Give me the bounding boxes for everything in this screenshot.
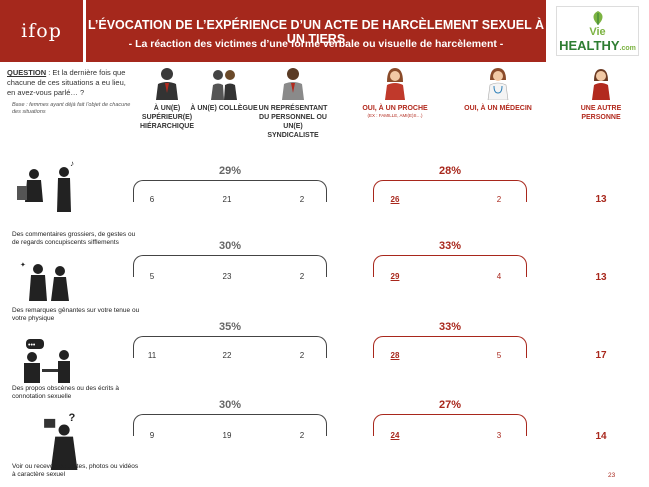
private-bracket-1 [373,180,527,202]
column-other: UNE AUTRE PERSONNE [566,66,636,122]
page-number: 23 [608,472,616,479]
page-subtitle: - La réaction des victimes d’une forme v… [128,38,504,50]
value-other-3: 17 [595,350,607,361]
viehealthy-logo: Vie HEALTHY.com [556,6,639,56]
value-superior-1: 6 [149,195,155,204]
value-superior-3: 11 [147,351,157,360]
work-bracket-3 [133,336,327,358]
svg-text:✦: ✦ [20,261,26,269]
viehealthy-logo-line1: Vie [589,25,606,38]
value-colleague-4: 19 [222,431,232,440]
value-doctor-3: 5 [496,351,502,360]
private-total-2: 33% [438,240,462,252]
leaf-icon [593,10,602,25]
column-superior-label: À UN(E) SUPÉRIEUR(E) HIÉRARCHIQUE [139,105,195,130]
private-bracket-2 [373,255,527,277]
value-representative-3: 2 [299,351,305,360]
work-total-4: 30% [218,399,242,411]
header-band [86,0,546,62]
page-title: L’ÉVOCATION DE L’EXPÉRIENCE D’UN ACTE DE… [87,18,545,46]
base-note: Base : femmes ayant déjà fait l’objet de… [12,102,131,115]
svg-text:?: ? [69,412,76,424]
value-representative-1: 2 [299,195,305,204]
value-other-2: 13 [595,272,607,283]
question-body: : Et la dernière fois que chacune de ces… [7,68,126,97]
question-label: QUESTION [7,68,47,77]
businessman-icon [156,68,178,100]
row-label-3: Des propos obscènes ou des écrits à conn… [12,385,119,400]
svg-text:♪: ♪ [70,159,74,168]
column-colleague-label: À UN(E) COLLÈGUE [190,105,258,112]
value-doctor-4: 3 [496,431,502,440]
work-bracket-1 [133,180,327,202]
row-label-1: Des commentaires grossiers, de gestes ou… [12,231,136,246]
value-colleague-2: 23 [222,272,232,281]
colleagues-icon [211,70,237,100]
value-doctor-1: 2 [496,195,502,204]
value-relative-1: 26 [390,195,400,204]
value-superior-4: 9 [149,431,155,440]
row-label-2: Des remarques gênantes sur votre tenue o… [12,307,140,322]
column-doctor-label: OUI, À UN MÉDECIN [464,105,532,112]
private-total-4: 27% [438,399,462,411]
woman-icon [385,68,405,100]
ifop-logo-text: ifop [21,20,62,42]
private-bracket-3 [373,336,527,358]
representative-icon [282,68,304,100]
work-total-2: 30% [218,240,242,252]
obscene-talk-scene-icon: ••• [24,339,70,383]
column-representative-label: UN REPRÉSENTANT DU PERSONNEL OU UN(E) SY… [258,105,328,139]
column-relative: OUI, À UN PROCHE (EX : FAMILLE, AMI(E)S…… [360,66,430,118]
column-other-label: UNE AUTRE PERSONNE [580,105,622,121]
value-doctor-2: 4 [496,272,502,281]
column-relative-sublabel: (EX : FAMILLE, AMI(E)S…) [367,113,423,118]
catcalling-scene-icon: ♪ [17,159,74,212]
private-total-1: 28% [438,165,462,177]
work-bracket-2 [133,255,327,277]
value-superior-2: 5 [149,272,155,281]
column-superior: À UN(E) SUPÉRIEUR(E) HIÉRARCHIQUE [132,66,202,131]
column-colleague: À UN(E) COLLÈGUE [189,66,259,113]
viehealthy-logo-line2: HEALTHY.com [559,37,636,53]
value-relative-4: 24 [390,431,400,440]
column-relative-label: OUI, À UN PROCHE [362,105,428,112]
value-colleague-1: 21 [222,195,232,204]
svg-text:•••: ••• [28,342,36,349]
person-icon [592,69,610,100]
work-total-1: 29% [218,165,242,177]
private-bracket-4 [373,414,527,436]
sexual-content-scene-icon: ? [44,412,78,470]
value-other-1: 13 [595,194,607,205]
work-bracket-4 [133,414,327,436]
ifop-logo: ifop [0,0,83,62]
question-text: QUESTION : Et la dernière fois que chacu… [7,68,135,98]
column-representative: UN REPRÉSENTANT DU PERSONNEL OU UN(E) SY… [258,66,328,140]
work-total-3: 35% [218,321,242,333]
value-representative-4: 2 [299,431,305,440]
row-label-4: Voir ou recevoir de textes, photos ou vi… [12,463,139,478]
column-doctor: OUI, À UN MÉDECIN [463,66,533,113]
remarks-scene-icon: ✦ [20,261,69,301]
value-other-4: 14 [595,431,607,442]
doctor-icon [487,68,509,100]
value-relative-2: 29 [390,272,400,281]
value-representative-2: 2 [299,272,305,281]
value-relative-3: 28 [390,351,400,360]
private-total-3: 33% [438,321,462,333]
value-colleague-3: 22 [222,351,232,360]
